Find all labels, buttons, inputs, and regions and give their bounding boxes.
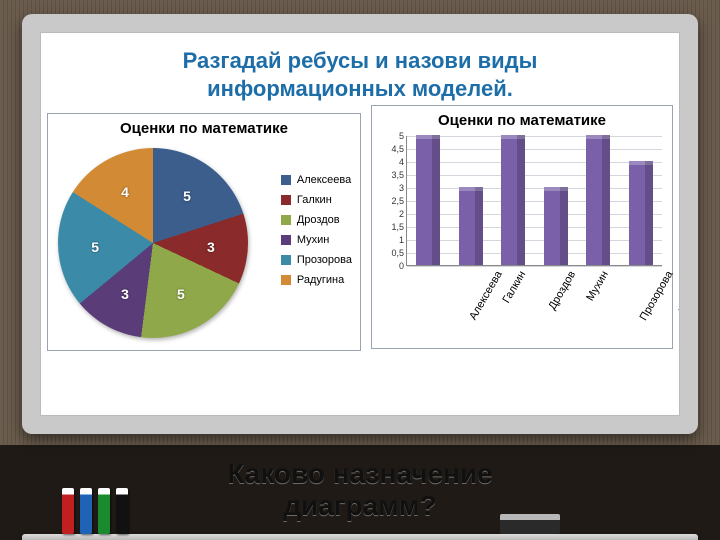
pie-slice-value: 3 [121,286,129,302]
pie-slice-value: 4 [121,184,129,200]
y-tick-label: 1 [399,235,407,245]
bar-chart-card: Оценки по математике 00,511,522,533,544,… [371,105,673,349]
whiteboard-tray [22,534,698,540]
y-tick-label: 0,5 [391,248,407,258]
marker [62,488,74,534]
legend-label: Алексеева [297,174,351,186]
y-tick-label: 1,5 [391,222,407,232]
pie-chart-title: Оценки по математике [48,114,360,137]
y-tick-label: 2 [399,209,407,219]
marker [80,488,92,534]
legend-label: Дроздов [297,214,340,226]
bar [459,187,483,265]
title-line2: информационных моделей. [207,76,513,101]
question-line2: диаграмм? [283,490,436,521]
bar [629,161,653,265]
marker [98,488,110,534]
marker-set [62,488,128,534]
y-tick-label: 4 [399,157,407,167]
y-tick-label: 3,5 [391,170,407,180]
marker [116,488,128,534]
legend-swatch [281,235,291,245]
y-tick-label: 5 [399,131,407,141]
legend-label: Мухин [297,234,330,246]
legend-item: Мухин [281,234,352,246]
y-tick-label: 4,5 [391,144,407,154]
legend-item: Дроздов [281,214,352,226]
title-line1: Разгадай ребусы и назови виды [183,48,538,73]
y-tick-label: 3 [399,183,407,193]
legend-item: Прозорова [281,254,352,266]
legend-item: Радугина [281,274,352,286]
whiteboard-frame: Разгадай ребусы и назови виды информацио… [22,14,698,434]
eraser [500,514,560,534]
question-line1: Каково назначение [227,458,493,489]
legend-swatch [281,255,291,265]
bar [416,135,440,265]
legend-label: Галкин [297,194,332,206]
gridline [407,162,662,163]
bar [501,135,525,265]
legend-swatch [281,175,291,185]
gridline [407,149,662,150]
pie-slice-value: 5 [183,188,191,204]
pie-chart-card: Оценки по математике 5 3 5 3 5 4 Алексеева Гал… [47,113,361,351]
legend-label: Радугина [297,274,344,286]
y-tick-label: 2,5 [391,196,407,206]
pie-chart-disc [58,148,248,338]
pie-chart-plot: 5 3 5 3 5 4 [58,148,248,338]
bar-chart-plot: 00,511,522,533,544,55АлексееваГалкинДроз… [406,136,662,266]
legend-swatch [281,195,291,205]
pie-slice-value: 3 [207,239,215,255]
pie-chart-legend: Алексеева Галкин Дроздов Мухин Прозорова Раду… [281,174,352,294]
bar [544,187,568,265]
bar-chart-title: Оценки по математике [372,106,672,129]
legend-item: Галкин [281,194,352,206]
gridline [407,201,662,202]
gridline [407,253,662,254]
pie-slice-value: 5 [177,286,185,302]
x-tick-label: Мухин [584,269,611,303]
gridline [407,136,662,137]
pie-slice-value: 5 [91,239,99,255]
slide-scene: Разгадай ребусы и назови виды информацио… [0,0,720,540]
gridline [407,188,662,189]
y-tick-label: 0 [399,261,407,271]
gridline [407,227,662,228]
x-tick-label: Радугина [676,269,680,316]
x-tick-label: Алексеева [467,269,505,322]
legend-item: Алексеева [281,174,352,186]
gridline [407,175,662,176]
x-tick-label: Дроздов [547,269,579,312]
gridline [407,214,662,215]
gridline [407,240,662,241]
legend-swatch [281,275,291,285]
legend-swatch [281,215,291,225]
slide-title: Разгадай ребусы и назови виды информацио… [41,47,679,102]
bar [586,135,610,265]
gridline [407,266,662,267]
whiteboard: Разгадай ребусы и назови виды информацио… [40,32,680,416]
legend-label: Прозорова [297,254,352,266]
x-tick-label: Прозорова [638,269,676,323]
